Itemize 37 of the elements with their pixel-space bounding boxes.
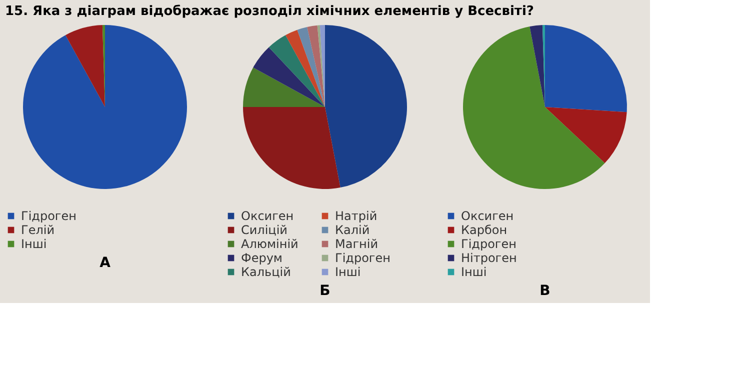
legend-label: Силіцій [241,223,288,237]
pie-slice [325,25,407,188]
text: Б [320,283,330,299]
pie-slice [243,67,325,107]
legend-label: Алюміній [241,237,298,251]
pie-slice [463,26,605,189]
legend-label: Оксиген [461,209,514,223]
pie-slice [545,107,627,164]
pie-slice [530,25,545,107]
pie-slice [545,25,627,112]
pie-slice [253,47,325,107]
legend-label: Гідроген [335,251,390,265]
pie-slice [317,25,325,107]
legend-label: Натрій [335,209,378,223]
legend-label: Гідроген [461,237,516,251]
text: В [540,283,550,299]
legend-label: Інші [335,265,361,279]
pie-slice [307,25,325,107]
legend-label: Інші [21,237,47,251]
pie-slice [285,30,325,107]
legend-label: Гелій [21,223,55,237]
legend-label: Гідроген [21,209,76,223]
legend-label: Інші [461,265,487,279]
legend-label: Магній [335,237,378,251]
legend-label: Оксиген [241,209,294,223]
pie-slice [65,25,105,107]
pie-slice [297,26,325,107]
legend-label: Калій [335,223,370,237]
legend-label: Нітроген [461,251,517,265]
legend-label: Карбон [461,223,508,237]
legend-label: Кальцій [241,265,291,279]
pie-slice [268,35,325,107]
legend-label: Ферум [241,251,282,265]
pie-slice [23,25,187,189]
text: 15. Яка з діаграм відображає розподіл хімічних елементів у Всесвіті? [5,4,534,19]
text: А [100,255,111,271]
pie-slice [243,107,340,189]
